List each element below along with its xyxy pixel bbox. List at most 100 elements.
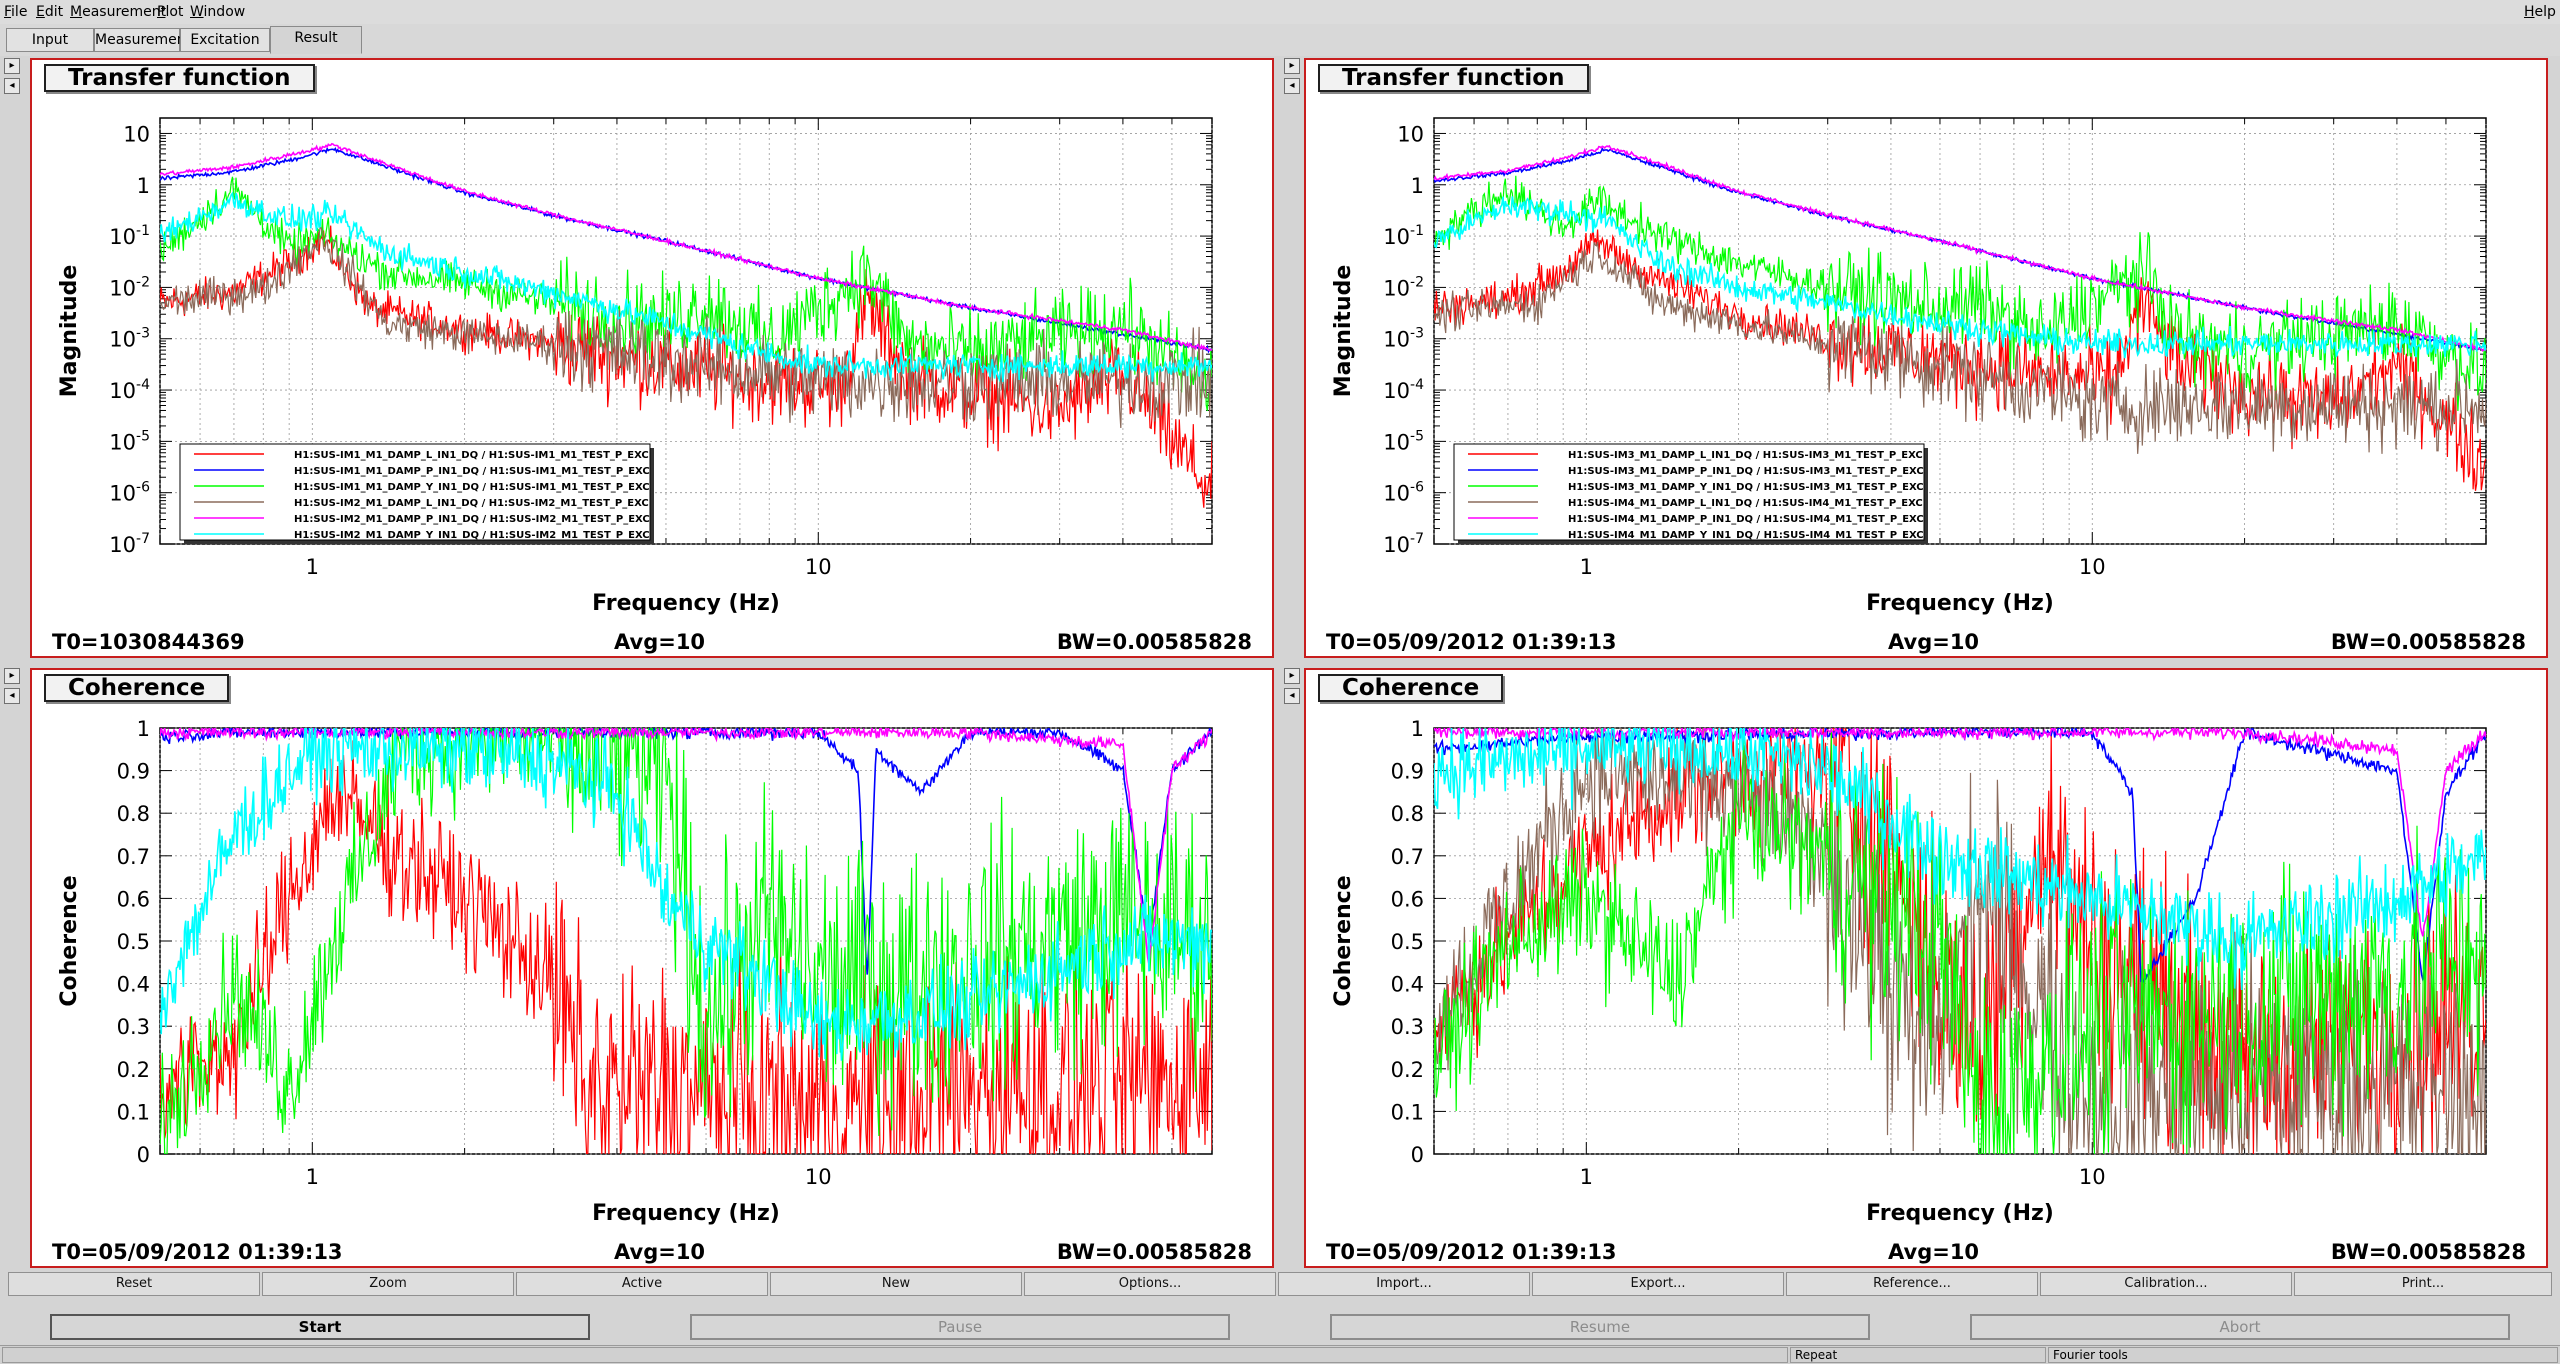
series-group [1434,144,2486,491]
calibration-button[interactable]: Calibration... [2040,1272,2292,1296]
t0-label: T0=1030844369 [52,630,245,654]
y-tick-label: 10 [1397,122,1424,146]
y-tick-label: 0.5 [1391,930,1424,954]
menu-plot[interactable]: Plot [157,4,184,20]
y-tick-label: 0.5 [117,930,150,954]
coherence-pad-right[interactable]: 1 0.9 0.8 0.7 0.6 0.5 0.4 0.3 0.2 0.1 0 1 10 Frequenc… [1304,668,2548,1268]
pad-expand-icon[interactable]: ▸ [4,668,20,684]
y-tick-label: 0.4 [117,973,150,997]
tab-result[interactable]: Result [270,26,362,54]
start-button[interactable]: Start [50,1314,590,1340]
y-tick-label: 1 [137,717,150,741]
menu-edit[interactable]: Edit [36,4,64,20]
menu-measurement[interactable]: Measurement [70,4,167,20]
legend: H1:SUS-IM3_M1_DAMP_L_IN1_DQ / H1:SUS-IM3… [1453,443,1928,544]
pad-expand-icon[interactable]: ▸ [1284,58,1300,74]
export-button[interactable]: Export... [1532,1272,1784,1296]
series-group [1434,728,2486,1154]
legend-entry: H1:SUS-IM2_M1_DAMP_P_IN1_DQ / H1:SUS-IM2… [294,514,650,525]
legend-entry: H1:SUS-IM2_M1_DAMP_L_IN1_DQ / H1:SUS-IM2… [294,498,649,509]
status-fourier-tools: Fourier tools [2048,1347,2558,1363]
transfer-function-pad-right[interactable]: 10 1 10-1 10-2 10-3 10-4 10-5 10-6 10-7 1 10 Freque… [1304,58,2548,658]
y-tick-label: 10-6 [109,480,150,506]
y-tick-label: 0.8 [117,802,150,826]
reference-button[interactable]: Reference... [1786,1272,2038,1296]
coherence-plot[interactable]: 1 0.9 0.8 0.7 0.6 0.5 0.4 0.3 0.2 0.1 0 1 10 Frequenc… [32,670,1272,1266]
y-tick-label: 10-1 [109,223,150,249]
transfer-function-plot[interactable]: 10 1 10-1 10-2 10-3 10-4 10-5 10-6 10-7 1 10 Freque… [1306,60,2546,656]
y-tick-label: 10-1 [1383,223,1424,249]
x-tick-label: 1 [306,555,319,579]
options-button[interactable]: Options... [1024,1272,1276,1296]
t0-label: T0=05/09/2012 01:39:13 [52,1240,343,1264]
y-axis-label: Coherence [57,875,82,1006]
legend-entry: H1:SUS-IM4_M1_DAMP_P_IN1_DQ / H1:SUS-IM4… [1568,514,1924,525]
y-tick-label: 0 [137,1143,150,1167]
pad-collapse-icon[interactable]: ◂ [4,688,20,704]
series-line-magenta [160,142,1212,352]
new-button[interactable]: New [770,1272,1022,1296]
y-axis-label: Magnitude [1331,265,1356,398]
legend-entry: H1:SUS-IM3_M1_DAMP_Y_IN1_DQ / H1:SUS-IM3… [1568,482,1924,493]
x-tick-label: 10 [805,1165,832,1189]
series-line-cyan [160,728,1212,1061]
series-line-green [1434,175,2486,412]
x-tick-label: 10 [2079,555,2106,579]
y-tick-label: 0.2 [1391,1058,1424,1082]
y-tick-label: 10-2 [1383,274,1424,300]
x-tick-label: 1 [1580,1165,1593,1189]
coherence-pad-left[interactable]: 1 0.9 0.8 0.7 0.6 0.5 0.4 0.3 0.2 0.1 0 1 10 Frequenc… [30,668,1274,1268]
import-button[interactable]: Import... [1278,1272,1530,1296]
menu-bar: File Edit Measurement Plot Window Help [0,0,2560,25]
tab-measurement[interactable]: Measurement [94,28,191,52]
bw-label: BW=0.00585828 [1056,630,1252,654]
y-tick-label: 10-3 [109,326,150,352]
x-tick-label: 1 [1580,555,1593,579]
pad-collapse-icon[interactable]: ◂ [1284,688,1300,704]
pause-button[interactable]: Pause [690,1314,1230,1340]
y-tick-label: 10-2 [109,274,150,300]
y-tick-label: 0.1 [117,1100,150,1124]
y-tick-label: 10-5 [1383,428,1424,454]
t0-label: T0=05/09/2012 01:39:13 [1326,630,1617,654]
series-line-brown [160,226,1212,429]
menu-window[interactable]: Window [190,4,246,20]
print-button[interactable]: Print... [2294,1272,2552,1296]
avg-label: Avg=10 [614,630,706,654]
series-line-red [160,740,1212,1154]
abort-button[interactable]: Abort [1970,1314,2510,1340]
legend-box [1453,443,1925,541]
tab-excitation[interactable]: Excitation [180,28,270,52]
zoom-button[interactable]: Zoom [262,1272,514,1296]
series-line-brown [1434,241,2486,454]
menu-help[interactable]: Help [2524,4,2556,20]
reset-button[interactable]: Reset [8,1272,260,1296]
pad-expand-icon[interactable]: ▸ [1284,668,1300,684]
y-tick-label: 1 [137,174,150,198]
status-message [2,1347,1788,1363]
pad-expand-icon[interactable]: ▸ [4,58,20,74]
pad-collapse-icon[interactable]: ◂ [1284,78,1300,94]
x-tick-label: 10 [2079,1165,2106,1189]
series-line-magenta [160,728,1212,965]
transfer-function-pad-left[interactable]: 10 1 10-1 10-2 10-3 10-4 10-5 10-6 10-7 1 10 Freque… [30,58,1274,658]
menu-file[interactable]: File [4,4,28,20]
coherence-plot[interactable]: 1 0.9 0.8 0.7 0.6 0.5 0.4 0.3 0.2 0.1 0 1 10 Frequenc… [1306,670,2546,1266]
t0-label: T0=05/09/2012 01:39:13 [1326,1240,1617,1264]
tab-input[interactable]: Input [6,28,94,52]
y-tick-label: 0.9 [1391,760,1424,784]
legend-box [179,443,651,541]
bw-label: BW=0.00585828 [2330,630,2526,654]
resume-button[interactable]: Resume [1330,1314,1870,1340]
active-button[interactable]: Active [516,1272,768,1296]
x-tick-label: 10 [805,555,832,579]
y-tick-label: 0.8 [1391,802,1424,826]
bw-label: BW=0.00585828 [1056,1240,1252,1264]
transfer-function-plot[interactable]: 10 1 10-1 10-2 10-3 10-4 10-5 10-6 10-7 1 10 Freque… [32,60,1272,656]
y-tick-label: 0.9 [117,760,150,784]
y-tick-label: 10 [123,122,150,146]
legend: H1:SUS-IM1_M1_DAMP_L_IN1_DQ / H1:SUS-IM1… [179,443,654,544]
pad-collapse-icon[interactable]: ◂ [4,78,20,94]
tab-bar: Input Measurement Excitation Result [0,24,2560,56]
y-axis-label: Coherence [1331,875,1356,1006]
